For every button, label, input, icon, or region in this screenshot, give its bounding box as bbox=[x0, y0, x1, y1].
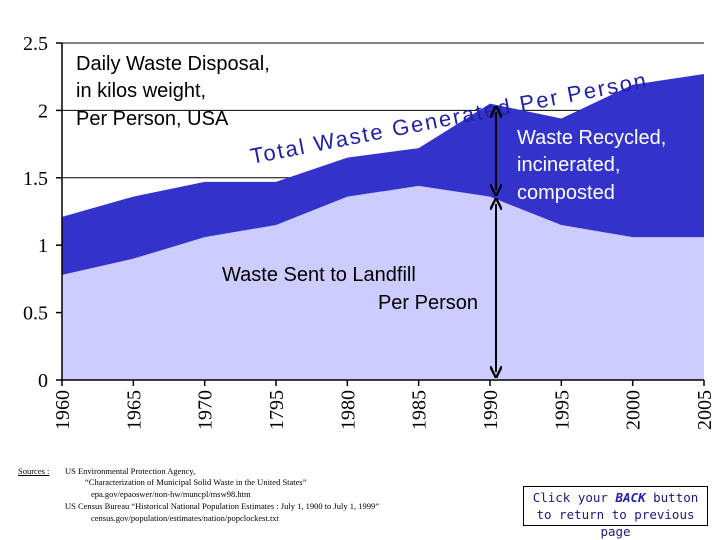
recycled-label: Waste Recycled, incinerated, composted bbox=[517, 127, 666, 204]
x-tick-label: 2005 bbox=[694, 390, 716, 430]
y-tick-label: 2 bbox=[38, 100, 48, 122]
recycled-line: Waste Recycled, bbox=[517, 127, 666, 149]
title-line: Daily Waste Disposal, bbox=[76, 53, 270, 75]
sources-label: Sources : bbox=[18, 466, 50, 476]
x-tick-label: 1960 bbox=[52, 390, 74, 430]
x-tick-label: 1970 bbox=[195, 390, 217, 430]
source-line: epa.gov/epaoswer/non-hw/muncpl/msw98.htm bbox=[91, 489, 251, 499]
y-tick-label: 0 bbox=[38, 370, 48, 392]
y-tick-label: 0.5 bbox=[23, 303, 48, 325]
y-tick-label: 1.5 bbox=[23, 168, 48, 190]
back-note-pre: Click your bbox=[532, 490, 616, 505]
x-tick-label: 1995 bbox=[551, 390, 573, 430]
x-tick-label: 1990 bbox=[480, 390, 502, 430]
x-tick-label: 1965 bbox=[123, 390, 145, 430]
x-tick-label: 1980 bbox=[337, 390, 359, 430]
chart-title: Daily Waste Disposal, in kilos weight, P… bbox=[76, 53, 270, 130]
source-line: US Environmental Protection Agency, bbox=[65, 466, 196, 476]
back-key: BACK bbox=[615, 490, 646, 505]
source-line: US Census Bureau “Historical National Po… bbox=[65, 501, 379, 511]
back-note-line2: to return to previous page bbox=[536, 507, 695, 539]
landfill-label: Waste Sent to Landfill Per Person bbox=[222, 264, 478, 314]
source-line: census.gov/population/estimates/nation/p… bbox=[91, 513, 279, 523]
landfill-line: Waste Sent to Landfill bbox=[222, 264, 416, 286]
recycled-line: composted bbox=[517, 182, 615, 204]
landfill-area bbox=[62, 185, 704, 380]
x-tick-label: 1985 bbox=[409, 390, 431, 430]
y-tick-label: 2.5 bbox=[23, 33, 48, 55]
y-tick-label: 1 bbox=[38, 235, 48, 257]
title-line: Per Person, USA bbox=[76, 108, 229, 130]
x-tick-label: 1795 bbox=[266, 390, 288, 430]
x-tick-label: 2000 bbox=[623, 390, 645, 430]
back-note-post: button bbox=[645, 490, 699, 505]
source-line: “Characterization of Municipal Solid Was… bbox=[85, 477, 307, 487]
back-button-note: Click your BACK button to return to prev… bbox=[523, 486, 708, 539]
recycled-line: incinerated, bbox=[517, 154, 620, 176]
title-line: in kilos weight, bbox=[76, 80, 206, 102]
landfill-line: Per Person bbox=[378, 292, 478, 314]
